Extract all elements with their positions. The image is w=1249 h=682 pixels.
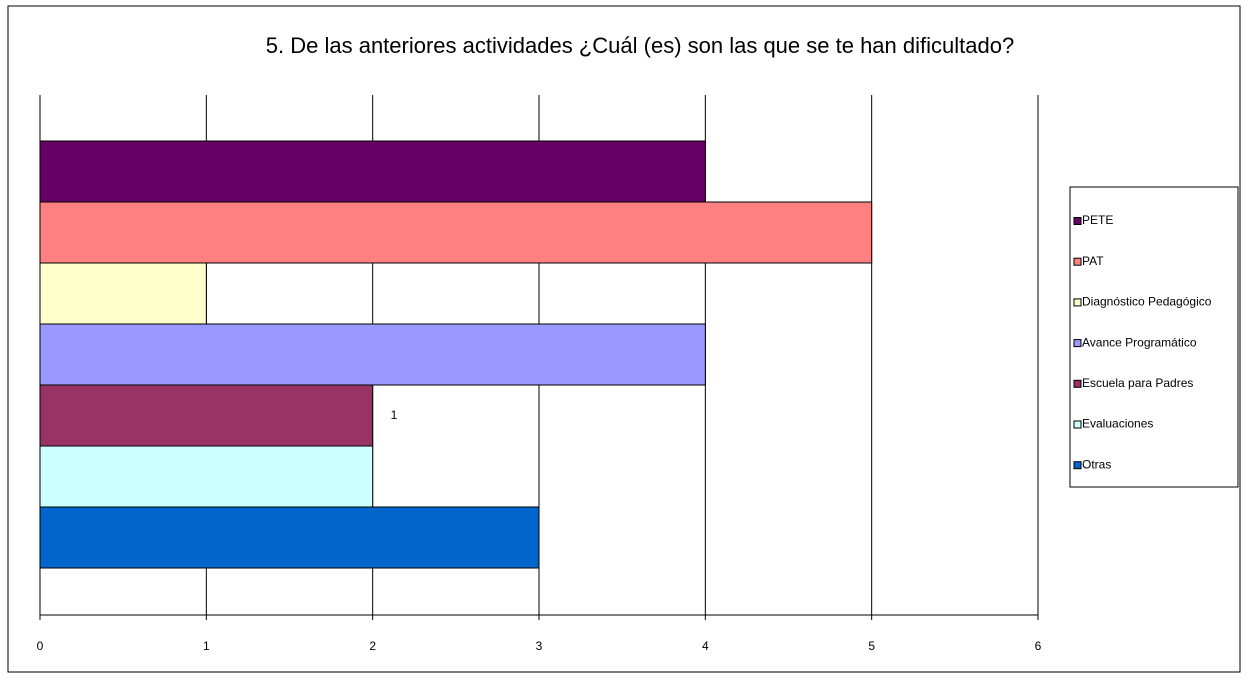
bar xyxy=(39,201,873,264)
bar xyxy=(39,506,540,569)
legend-label: PETE xyxy=(1082,213,1113,227)
x-tick-label: 0 xyxy=(37,639,44,653)
x-tick-label: 5 xyxy=(868,639,875,653)
legend-swatch xyxy=(1073,217,1082,225)
legend-label: Otras xyxy=(1082,457,1111,471)
x-tick-label: 6 xyxy=(1035,639,1042,653)
legend-swatch xyxy=(1073,298,1082,307)
x-tick-label: 4 xyxy=(702,639,709,653)
legend-label: Escuela para Padres xyxy=(1082,376,1193,390)
legend-swatch xyxy=(1073,379,1082,388)
legend-label: PAT xyxy=(1082,254,1104,268)
bar xyxy=(39,445,374,508)
chart-title: 5. De las anteriores actividades ¿Cuál (… xyxy=(266,33,1014,58)
legend-box xyxy=(1069,186,1239,488)
legend-swatch xyxy=(1073,420,1082,429)
legend-label: Evaluaciones xyxy=(1082,417,1153,431)
bar xyxy=(39,262,207,325)
bar xyxy=(39,384,374,447)
legend-swatch xyxy=(1073,257,1082,266)
bar xyxy=(39,323,706,386)
legend-label: Avance Programático xyxy=(1082,335,1197,349)
x-tick-label: 3 xyxy=(536,639,543,653)
x-tick-label: 1 xyxy=(203,639,210,653)
x-tick-label: 2 xyxy=(369,639,376,653)
legend-label: Diagnóstico Pedagógico xyxy=(1082,295,1212,309)
bar xyxy=(39,140,706,203)
legend-swatch xyxy=(1073,461,1082,470)
legend-swatch xyxy=(1073,339,1082,348)
annotation: 1 xyxy=(391,408,398,422)
